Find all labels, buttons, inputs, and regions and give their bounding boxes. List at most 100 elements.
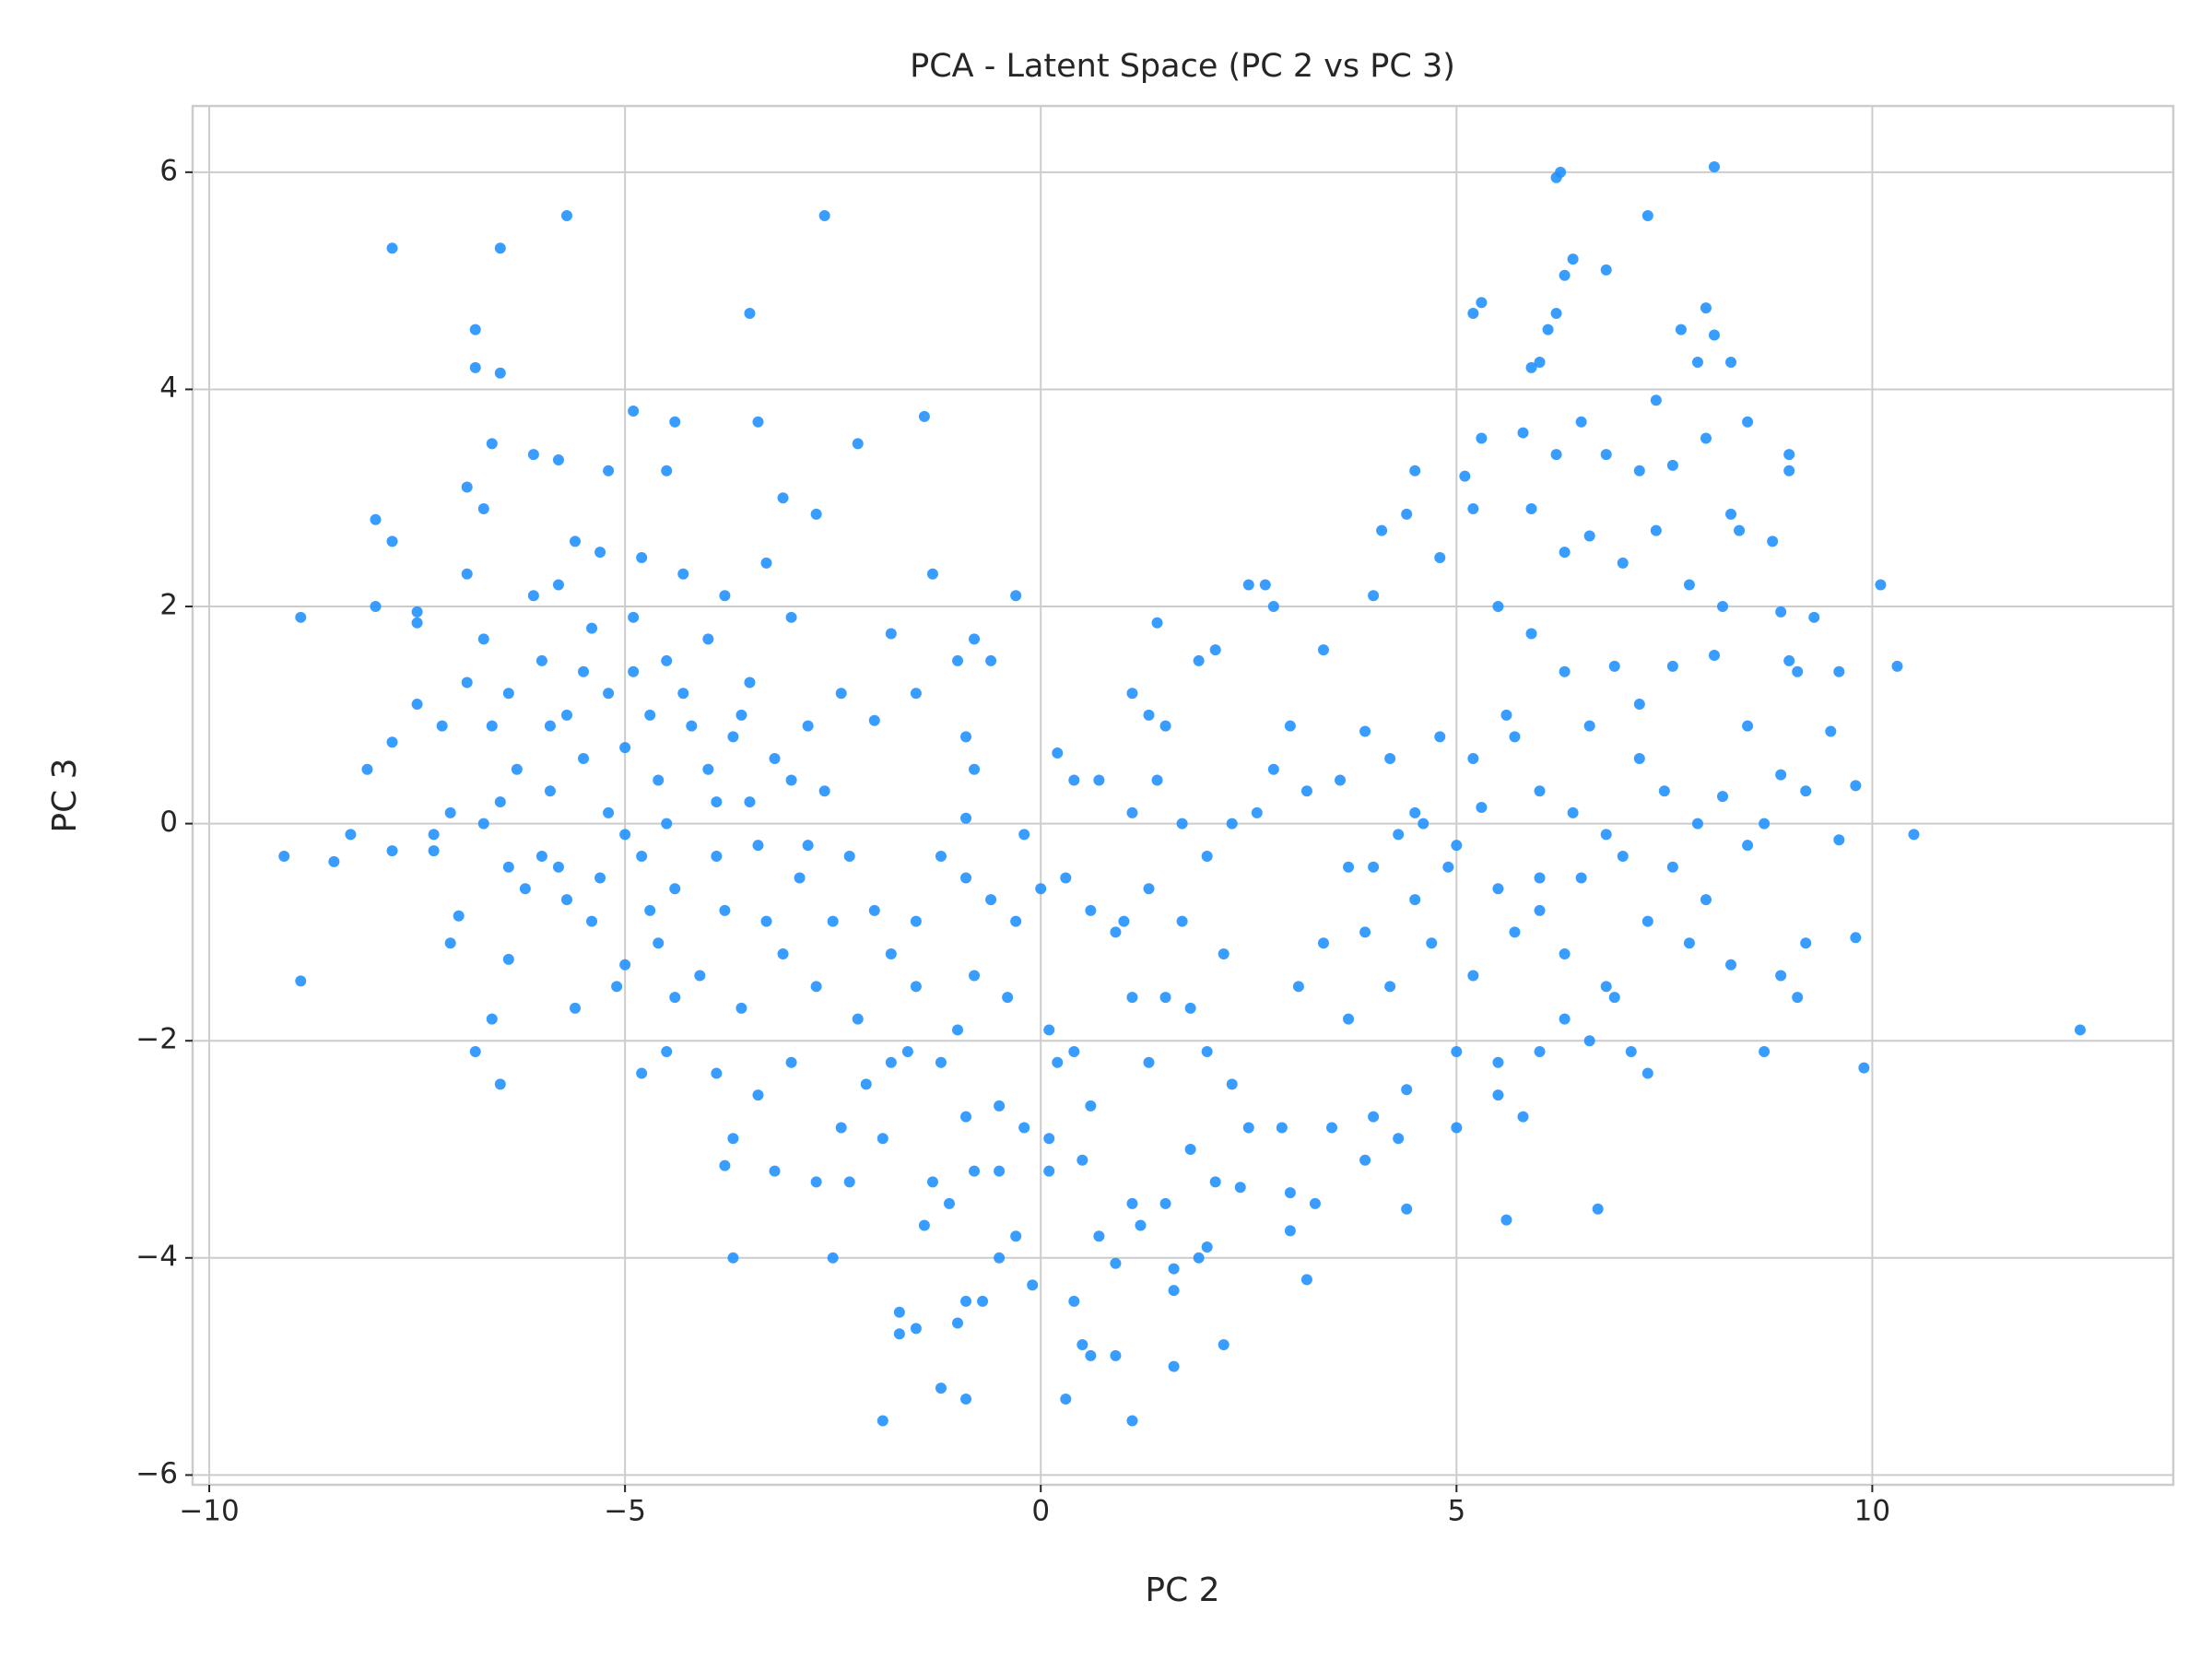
point	[1534, 1045, 1546, 1057]
point	[1135, 1219, 1147, 1231]
point	[477, 633, 489, 645]
point	[893, 1328, 905, 1340]
point	[694, 970, 706, 982]
y-tick-label: 6	[159, 154, 178, 187]
point	[1875, 579, 1887, 591]
point	[1517, 1111, 1529, 1123]
point	[1226, 818, 1238, 830]
point	[885, 1056, 897, 1068]
point	[1633, 752, 1645, 764]
point	[1409, 465, 1421, 477]
point	[752, 1089, 764, 1101]
point	[1035, 883, 1047, 895]
point	[560, 709, 572, 721]
point	[1201, 1241, 1213, 1253]
point	[1251, 806, 1263, 818]
point	[444, 806, 456, 818]
point	[1633, 699, 1645, 711]
point	[1451, 1045, 1463, 1057]
point	[1060, 872, 1072, 884]
point	[1708, 650, 1720, 662]
point	[969, 1165, 981, 1177]
point	[1641, 1067, 1653, 1079]
point	[578, 752, 590, 764]
point	[1683, 937, 1695, 949]
point	[1043, 1165, 1055, 1177]
point	[852, 1013, 864, 1025]
point	[1500, 709, 1512, 721]
point	[1467, 503, 1479, 515]
point	[1650, 524, 1662, 536]
point	[1201, 1045, 1213, 1057]
point	[1176, 818, 1188, 830]
point	[1010, 590, 1022, 602]
point	[1418, 818, 1430, 830]
point	[1767, 535, 1779, 547]
point	[744, 677, 756, 688]
point	[1176, 915, 1188, 927]
point	[910, 981, 922, 993]
point	[744, 307, 756, 319]
point	[969, 970, 981, 982]
point	[1168, 1263, 1180, 1275]
point	[1717, 601, 1729, 613]
y-tick-label: −6	[135, 1457, 178, 1490]
point	[1317, 644, 1329, 656]
point	[1393, 1133, 1405, 1145]
point	[943, 1197, 955, 1209]
point	[985, 654, 997, 666]
point	[519, 883, 531, 895]
point	[594, 547, 606, 559]
point	[535, 850, 547, 862]
point	[411, 699, 423, 711]
point	[586, 622, 598, 634]
point	[769, 752, 781, 764]
y-tick-label: 0	[159, 806, 178, 839]
point	[661, 1045, 673, 1057]
point	[810, 981, 822, 993]
point	[727, 731, 739, 743]
point	[1292, 981, 1304, 993]
point	[1717, 791, 1729, 803]
point	[1759, 818, 1771, 830]
point	[843, 850, 855, 862]
point	[1800, 785, 1812, 797]
point	[1126, 1415, 1138, 1427]
point	[1267, 763, 1279, 775]
point	[1708, 329, 1720, 341]
point	[477, 503, 489, 515]
point	[1110, 926, 1122, 938]
point	[1734, 524, 1746, 536]
point	[1708, 160, 1720, 172]
point	[1608, 992, 1620, 1004]
point	[653, 937, 665, 949]
point	[677, 688, 689, 700]
point	[1151, 617, 1163, 629]
point	[345, 829, 357, 841]
point	[901, 1045, 913, 1057]
points	[278, 160, 2086, 1427]
point	[885, 628, 897, 640]
point	[436, 720, 448, 732]
point	[702, 633, 714, 645]
point	[461, 677, 473, 688]
point	[1451, 840, 1463, 852]
point	[1159, 992, 1171, 1004]
point	[1691, 818, 1703, 830]
point	[1018, 1122, 1030, 1134]
point	[1567, 806, 1579, 818]
point	[1010, 1230, 1022, 1242]
point	[1284, 720, 1296, 732]
point	[511, 763, 523, 775]
point	[1368, 861, 1380, 873]
x-tick-label: 5	[1447, 1495, 1465, 1528]
point	[677, 568, 689, 580]
point	[295, 611, 307, 623]
point	[1517, 427, 1529, 439]
point	[1775, 970, 1787, 982]
point	[1126, 1197, 1138, 1209]
point	[1600, 449, 1612, 461]
point	[644, 709, 656, 721]
point	[1368, 1111, 1380, 1123]
point	[1542, 324, 1554, 335]
